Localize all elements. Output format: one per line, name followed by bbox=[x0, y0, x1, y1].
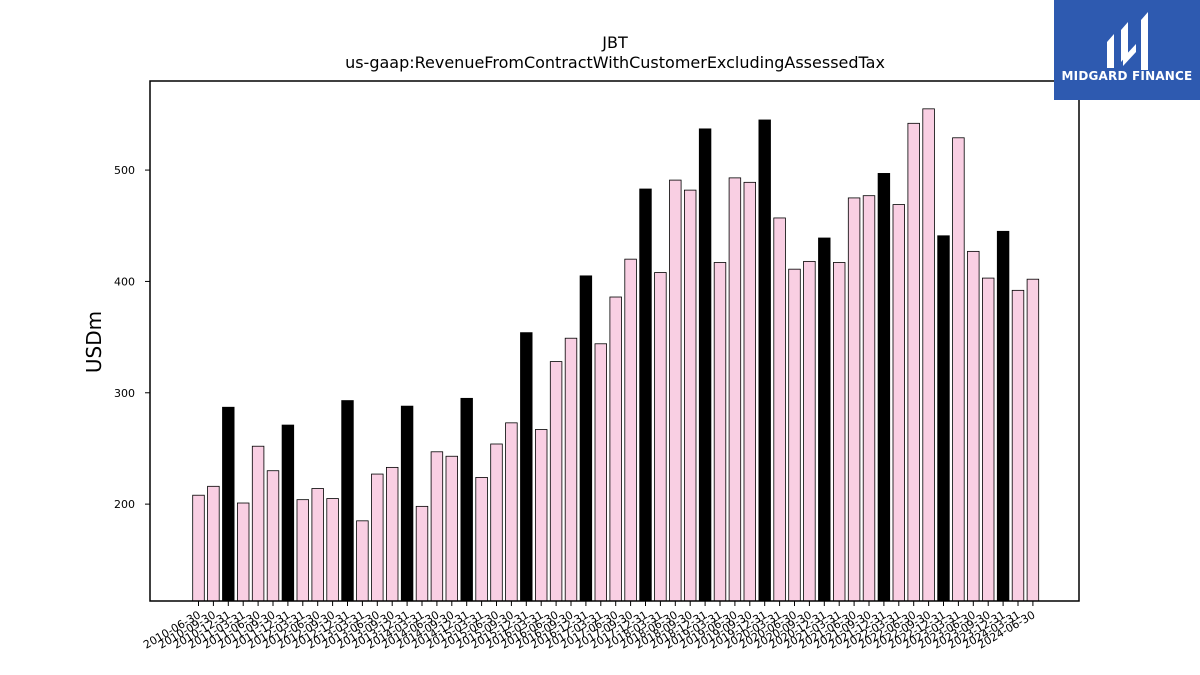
bar-2012-06-30 bbox=[311, 488, 324, 602]
bar-2010-06-30 bbox=[192, 494, 205, 602]
y-axis-label: USDm bbox=[82, 311, 106, 373]
bar-2021-03-31 bbox=[833, 262, 846, 602]
bar-2019-09-30 bbox=[743, 181, 757, 602]
bar-2022-09-30 bbox=[922, 108, 935, 602]
bars-group bbox=[192, 108, 1040, 602]
y-tick-label: 200 bbox=[114, 498, 135, 511]
midgard-mark-icon bbox=[1107, 12, 1148, 70]
plot-frame bbox=[149, 80, 1080, 602]
bar-2012-03-31 bbox=[296, 499, 310, 602]
bar-2020-12-31 bbox=[818, 237, 831, 602]
bar-2016-12-31 bbox=[579, 275, 593, 602]
y-tick-label: 500 bbox=[114, 164, 135, 177]
logo: MIDGARD FINANCE bbox=[1054, 0, 1200, 100]
x-axis-ticks: 2010-06-302010-09-302010-12-312011-03-31… bbox=[141, 601, 1037, 652]
bar-2020-03-31 bbox=[773, 217, 786, 602]
bar-2018-12-31 bbox=[698, 128, 712, 602]
bar-2016-06-30 bbox=[549, 361, 563, 602]
bar-2015-03-31 bbox=[475, 477, 488, 602]
bar-2013-03-31 bbox=[356, 520, 369, 602]
bar-2023-06-30 bbox=[967, 250, 980, 602]
bar-2020-09-30 bbox=[803, 260, 816, 602]
y-axis-ticks: 200 300 400 500 bbox=[114, 164, 150, 511]
bar-2018-09-30 bbox=[684, 189, 697, 602]
bar-2021-09-30 bbox=[862, 195, 876, 602]
chart-title: JBT bbox=[601, 33, 628, 52]
bar-2017-09-30 bbox=[624, 258, 637, 602]
bar-2016-03-31 bbox=[535, 429, 548, 602]
bar-2011-09-30 bbox=[266, 470, 280, 602]
bar-2019-03-31 bbox=[713, 262, 727, 602]
bar-2023-03-31 bbox=[952, 137, 965, 602]
bar-2014-03-31 bbox=[415, 505, 429, 602]
bar-2015-12-31 bbox=[520, 332, 533, 602]
bar-2011-12-31 bbox=[281, 424, 295, 602]
bar-2013-12-31 bbox=[400, 405, 414, 602]
bar-2010-09-30 bbox=[207, 485, 220, 602]
bar-2017-06-30 bbox=[609, 296, 622, 602]
bar-2021-12-31 bbox=[877, 173, 891, 602]
bar-2016-09-30 bbox=[564, 337, 578, 602]
bar-2014-12-31 bbox=[460, 397, 473, 602]
bar-2010-12-31 bbox=[222, 406, 235, 602]
bar-2017-03-31 bbox=[594, 343, 608, 602]
bar-2023-12-31 bbox=[996, 230, 1010, 602]
bar-2024-06-30 bbox=[1026, 278, 1040, 602]
bar-2012-12-31 bbox=[341, 400, 354, 602]
bar-2018-03-31 bbox=[654, 272, 667, 602]
logo-wordmark: MIDGARD FINANCE bbox=[1062, 69, 1193, 83]
bar-2015-06-30 bbox=[490, 443, 503, 602]
bar-2012-09-30 bbox=[326, 498, 339, 602]
bar-2017-12-31 bbox=[639, 188, 652, 602]
bar-2019-06-30 bbox=[728, 177, 742, 602]
bar-2022-12-31 bbox=[937, 235, 950, 602]
bar-2022-06-30 bbox=[907, 122, 920, 602]
bar-2023-09-30 bbox=[982, 277, 995, 602]
bar-2011-03-31 bbox=[236, 502, 250, 602]
bar-2014-06-30 bbox=[430, 451, 444, 602]
bar-2024-03-31 bbox=[1011, 289, 1025, 602]
y-tick-label: 300 bbox=[114, 387, 135, 400]
bar-2022-03-31 bbox=[892, 204, 906, 602]
y-tick-label: 400 bbox=[114, 275, 135, 288]
bar-2020-06-30 bbox=[788, 268, 801, 602]
bar-2021-06-30 bbox=[847, 197, 861, 602]
bar-2011-06-30 bbox=[251, 445, 265, 602]
bar-2013-09-30 bbox=[385, 466, 399, 602]
bar-2019-12-31 bbox=[758, 119, 771, 602]
bar-2015-09-30 bbox=[505, 422, 518, 602]
bar-2013-06-30 bbox=[371, 473, 384, 602]
chart-subtitle: us-gaap:RevenueFromContractWithCustomerE… bbox=[345, 53, 885, 72]
bar-2018-06-30 bbox=[669, 179, 682, 602]
bar-2014-09-30 bbox=[445, 455, 459, 602]
